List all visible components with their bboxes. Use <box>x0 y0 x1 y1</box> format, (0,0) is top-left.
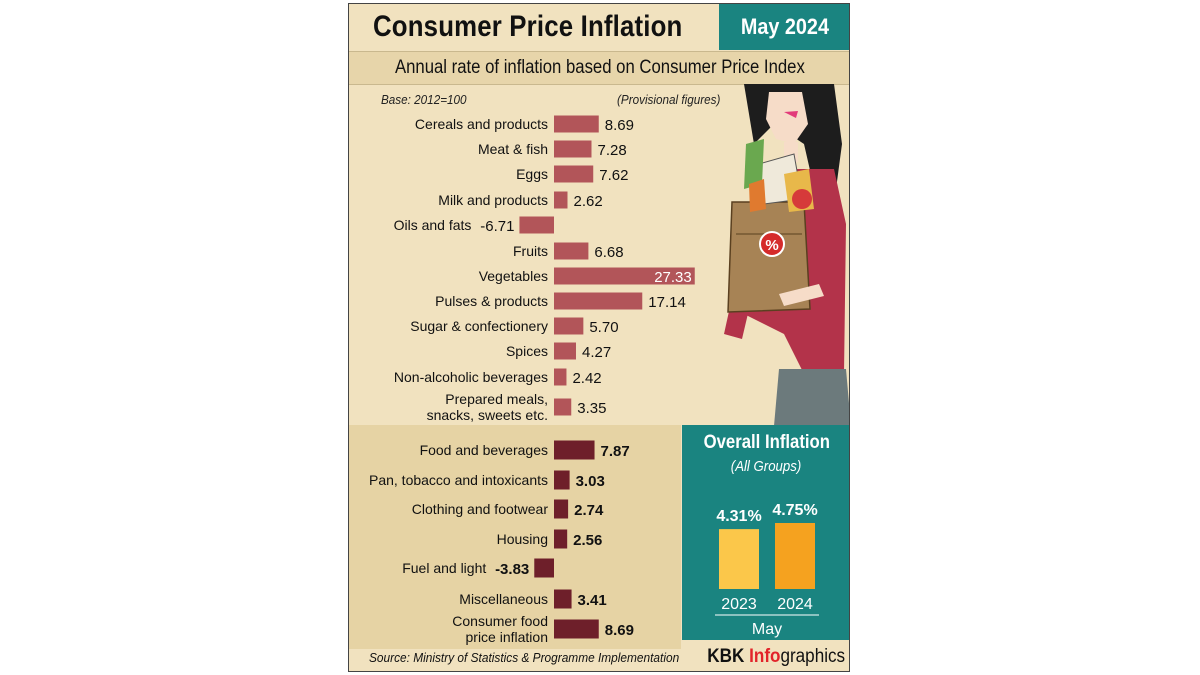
value-label-non-alcoholic-beverages: 2.42 <box>572 370 601 387</box>
value-label-vegetables: 27.33 <box>654 269 692 286</box>
footer: Source: Ministry of Statistics & Program… <box>349 641 849 671</box>
overall-xlabel: May <box>752 621 782 638</box>
category-label-prepared-meals-snacks-sweets-etc: Prepared meals, snacks, sweets etc. <box>427 391 548 423</box>
groups-band <box>349 425 681 649</box>
value-label-consumer-food-price-inflation: 8.69 <box>605 622 634 639</box>
category-label-fuel-and-light: Fuel and light <box>402 560 486 576</box>
infographic-card: Consumer Price Inflation May 2024 Annual… <box>348 3 850 672</box>
subtitle: Annual rate of inflation based on Consum… <box>395 57 805 78</box>
category-label-pulses-products: Pulses & products <box>435 293 548 309</box>
inflation-chart: Cereals and products 8.69 Meat & fish 7.28 E… <box>369 115 695 645</box>
bar-oils-and-fats <box>519 216 554 234</box>
bar-miscellaneous <box>554 589 572 609</box>
category-label-meat-fish: Meat & fish <box>478 141 548 157</box>
value-label-miscellaneous: 3.41 <box>578 592 607 609</box>
category-label-consumer-food-price-inflation: Consumer food price inflation <box>452 613 548 645</box>
value-label-housing: 2.56 <box>573 532 602 549</box>
overall-title: Overall Inflation <box>682 432 849 454</box>
bar-spices <box>554 342 576 360</box>
bar-pulses-products <box>554 292 643 310</box>
category-label-sugar-confectionery: Sugar & confectionery <box>410 318 548 334</box>
base-note: Base: 2012=100 <box>381 92 467 107</box>
value-label-sugar-confectionery: 5.70 <box>589 319 618 336</box>
value-label-fuel-and-light: -3.83 <box>495 561 529 578</box>
bar-vegetables <box>554 267 695 285</box>
page-title: Consumer Price Inflation <box>373 10 683 43</box>
value-label-milk-and-products: 2.62 <box>573 193 602 210</box>
category-label-fruits: Fruits <box>513 243 548 259</box>
category-label-milk-and-products: Milk and products <box>438 192 548 208</box>
shopper-illustration: % <box>724 84 849 426</box>
value-label-eggs: 7.62 <box>599 167 628 184</box>
overall-title-text: Overall Inflation <box>703 432 830 453</box>
bar-fruits <box>554 242 589 260</box>
value-label-meat-fish: 7.28 <box>597 142 626 159</box>
value-label-clothing-and-footwear: 2.74 <box>574 502 604 519</box>
value-label-prepared-meals-snacks-sweets-etc: 3.35 <box>577 400 606 417</box>
category-label-vegetables: Vegetables <box>479 268 548 284</box>
brand-part-1: KBK <box>707 646 750 667</box>
category-label-food-and-beverages: Food and beverages <box>420 442 548 458</box>
brand-logo: KBK Infographics <box>707 646 845 668</box>
bar-cereals-and-products <box>554 115 599 133</box>
brand-part-2: Info <box>749 646 781 667</box>
category-label-oils-and-fats: Oils and fats <box>394 217 472 233</box>
category-label-overall-2024: 2024 <box>777 596 813 613</box>
category-label-non-alcoholic-beverages: Non-alcoholic beverages <box>394 369 548 385</box>
source-note: Source: Ministry of Statistics & Program… <box>369 651 680 665</box>
overall-subtitle-text: (All Groups) <box>731 458 802 475</box>
category-label-pan-tobacco-and-intoxicants: Pan, tobacco and intoxicants <box>369 472 548 488</box>
bar-non-alcoholic-beverages <box>554 368 567 386</box>
bar-milk-and-products <box>554 191 568 209</box>
bar-food-and-beverages <box>554 440 595 460</box>
category-label-clothing-and-footwear: Clothing and footwear <box>412 501 549 517</box>
bar-overall-2023 <box>719 529 759 589</box>
bar-clothing-and-footwear <box>554 499 569 519</box>
svg-text:%: % <box>765 237 778 254</box>
bar-pan-tobacco-and-intoxicants <box>554 470 570 490</box>
value-label-pan-tobacco-and-intoxicants: 3.03 <box>576 473 605 490</box>
bar-eggs <box>554 165 594 183</box>
subtitle-band: Annual rate of inflation based on Consum… <box>349 51 849 85</box>
bar-sugar-confectionery <box>554 317 584 335</box>
category-label-eggs: Eggs <box>516 166 548 182</box>
category-label-miscellaneous: Miscellaneous <box>459 591 548 607</box>
value-label-overall-2024: 4.75% <box>772 502 817 519</box>
brand-part-3: graphics <box>780 646 845 667</box>
value-label-fruits: 6.68 <box>594 244 623 261</box>
overall-chart: 4.31% 2023 4.75% 2024 May <box>715 502 819 638</box>
value-label-overall-2023: 4.31% <box>716 508 761 525</box>
bar-consumer-food-price-inflation <box>554 619 599 639</box>
value-label-cereals-and-products: 8.69 <box>605 117 634 134</box>
category-label-spices: Spices <box>506 343 548 359</box>
bar-overall-2024 <box>775 523 815 589</box>
value-label-food-and-beverages: 7.87 <box>601 443 630 460</box>
date-label: May 2024 <box>740 14 830 39</box>
category-label-housing: Housing <box>497 531 548 547</box>
bar-prepared-meals-snacks-sweets-etc <box>554 398 572 416</box>
value-label-pulses-products: 17.14 <box>648 294 686 311</box>
overall-subtitle: (All Groups) <box>682 458 849 475</box>
bar-fuel-and-light <box>534 558 554 578</box>
date-badge: May 2024 <box>719 4 849 50</box>
bar-housing <box>554 529 568 549</box>
provisional-note: (Provisional figures) <box>617 92 721 107</box>
category-label-cereals-and-products: Cereals and products <box>415 116 548 132</box>
value-label-spices: 4.27 <box>582 344 611 361</box>
category-label-overall-2023: 2023 <box>721 596 757 613</box>
value-label-oils-and-fats: -6.71 <box>480 218 514 235</box>
overall-inflation-panel: Overall Inflation (All Groups) 4.31% 2023… <box>682 425 849 640</box>
bar-meat-fish <box>554 140 592 158</box>
